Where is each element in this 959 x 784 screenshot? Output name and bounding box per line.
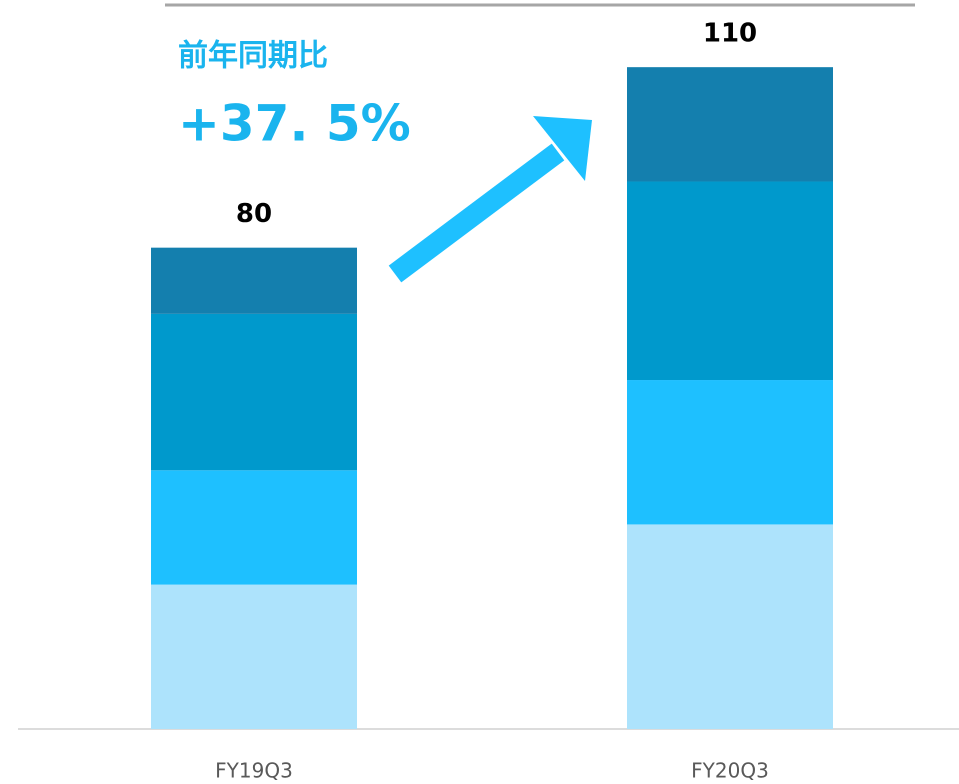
bar-segment — [627, 67, 833, 182]
total-label: 80 — [236, 199, 272, 229]
bar-segment — [627, 524, 833, 729]
annotation-value: +37. 5% — [178, 95, 411, 153]
bar-segment — [627, 181, 833, 381]
bar-segment — [151, 247, 357, 314]
arrow — [388, 116, 592, 283]
bar-segment — [151, 470, 357, 585]
x-tick-label: FY19Q3 — [215, 759, 293, 783]
arrow-shaft — [388, 143, 565, 283]
bar-segment — [627, 380, 833, 525]
bar-segment — [151, 584, 357, 729]
arrow-head — [533, 116, 592, 181]
bar-segment — [151, 313, 357, 471]
x-tick-label: FY20Q3 — [691, 759, 769, 783]
total-label: 110 — [703, 19, 757, 49]
annotation-label: 前年同期比 — [178, 39, 328, 74]
